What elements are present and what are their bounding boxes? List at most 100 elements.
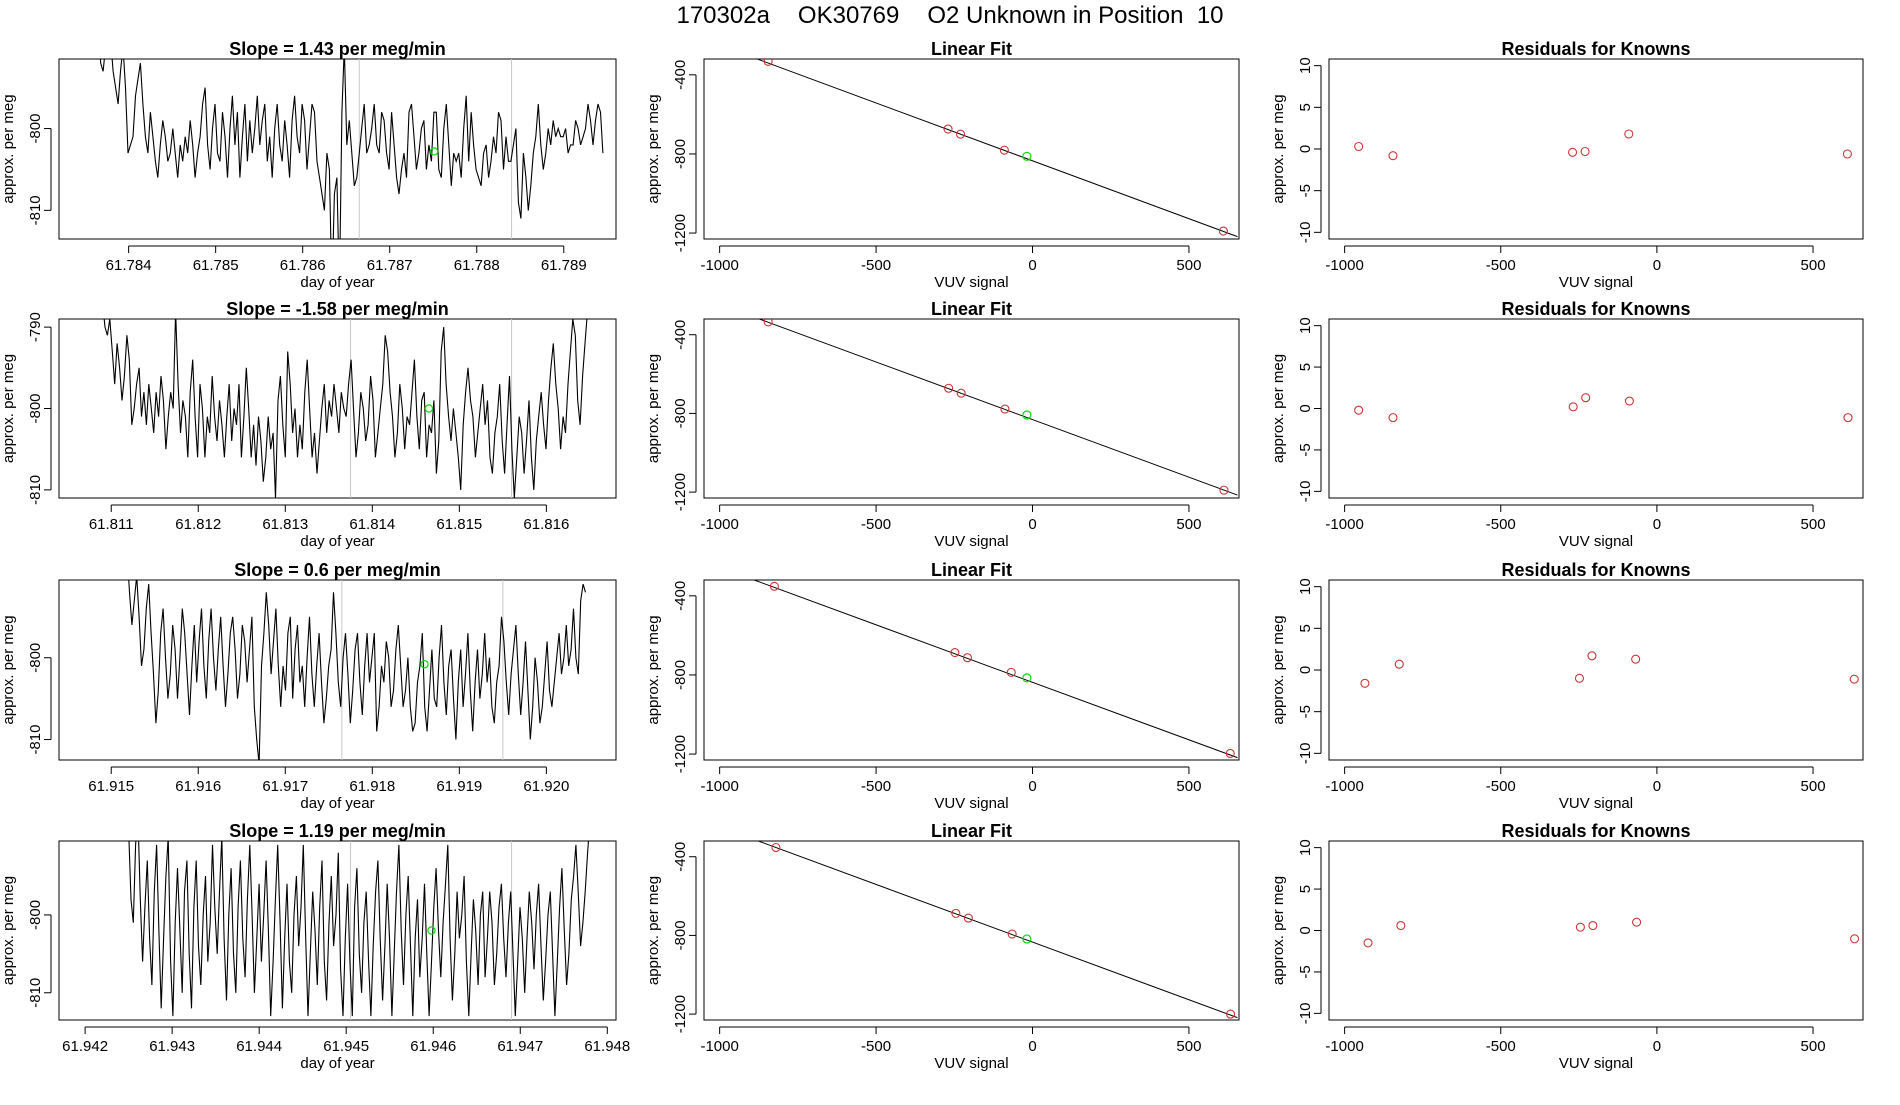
panel-title: Residuals for Knowns [1501, 821, 1690, 841]
plot-area [730, 45, 1238, 238]
plot-frame [703, 840, 1240, 1021]
unknown-point [1022, 410, 1032, 420]
y-axis-label: approx. per meg [1270, 876, 1287, 985]
x-tick-label: -1000 [700, 257, 738, 274]
x-axis-label: day of year [300, 533, 374, 550]
residual-point [1587, 651, 1597, 661]
plot-area [128, 841, 590, 1020]
residual-point [1588, 920, 1598, 931]
panel-title: Linear Fit [931, 299, 1012, 319]
x-axis-label: day of year [300, 1055, 374, 1072]
plot-area [1354, 393, 1853, 423]
residual-point [1575, 922, 1585, 932]
known-point [962, 653, 972, 663]
x-tick-label: 500 [1176, 257, 1201, 274]
panel-title: Slope = 1.43 per meg/min [229, 39, 446, 59]
x-tick-label: 500 [1801, 516, 1826, 533]
plot-area [1363, 917, 1860, 948]
known-point [999, 145, 1009, 155]
run-description: O2 Unknown in Position 10 [927, 2, 1224, 29]
x-axis-label: VUV signal [1559, 795, 1633, 812]
y-tick-label: 0 [1297, 145, 1314, 153]
y-axis-label: approx. per meg [0, 354, 17, 463]
residual-point [1396, 920, 1406, 931]
residual-point [1632, 917, 1642, 927]
linear-fit-panel-row-2: Linear Fit -1000 -500 0 500 VUV signal -400 -80… [645, 299, 1240, 550]
y-tick-label: -810 [27, 978, 44, 1008]
x-tick-label: -500 [1486, 1038, 1516, 1055]
x-axis-label: day of year [300, 274, 374, 291]
x-tick-label: -500 [861, 778, 891, 795]
unknown-point [429, 147, 439, 156]
x-tick-label: 0 [1653, 1038, 1661, 1055]
residual-point [1843, 413, 1853, 423]
residual-point [1568, 402, 1578, 412]
y-tick-label: -5 [1297, 965, 1314, 978]
x-tick-label: 61.946 [410, 1038, 456, 1055]
known-point [1225, 748, 1235, 759]
residual-point [1624, 396, 1634, 406]
y-tick-label: 10 [1297, 839, 1314, 856]
residual-point [1568, 147, 1578, 157]
x-tick-label: -500 [1486, 778, 1516, 795]
x-tick-label: 500 [1801, 1038, 1826, 1055]
y-tick-label: -1200 [672, 473, 689, 511]
x-tick-label: 61.917 [262, 778, 308, 795]
x-tick-label: 61.814 [349, 516, 395, 533]
y-tick-label: 0 [1297, 926, 1314, 934]
y-tick-label: 10 [1297, 57, 1314, 74]
x-tick-label: 61.919 [436, 778, 482, 795]
known-point [736, 569, 744, 577]
time-series-panel-row-1: Slope = 1.43 per meg/min 61.784 61.785 61.7… [0, 39, 617, 291]
known-point [771, 842, 781, 853]
y-tick-label: -800 [672, 920, 689, 950]
x-axis-label: VUV signal [1559, 533, 1633, 550]
time-series-line [103, 319, 590, 498]
residual-point [1842, 149, 1852, 159]
residual-point [1580, 146, 1590, 157]
y-tick-label: -1200 [672, 214, 689, 252]
plot-frame [703, 579, 1240, 761]
fit-line [756, 841, 1238, 1019]
known-point [730, 305, 738, 313]
linear-fit-panel-row-4: Linear Fit -1000 -500 0 500 VUV signal -400 -80… [645, 821, 1240, 1072]
x-tick-label: 61.947 [497, 1038, 543, 1055]
known-point [1219, 485, 1229, 495]
plot-area [736, 569, 1238, 759]
y-axis-label: approx. per meg [1270, 615, 1287, 724]
residual-point [1581, 393, 1591, 403]
linear-fit-panel-row-3: Linear Fit -1000 -500 0 500 VUV signal -400 -80… [645, 560, 1240, 812]
y-tick-label: -800 [27, 114, 44, 144]
x-tick-label: 500 [1801, 257, 1826, 274]
unknown-point [1022, 151, 1032, 161]
x-tick-label: 61.784 [106, 257, 152, 274]
x-tick-label: 61.948 [584, 1038, 630, 1055]
x-tick-label: 0 [1028, 516, 1036, 533]
plot-area [1354, 129, 1852, 161]
time-series-panel-row-3: Slope = 0.6 per meg/min 61.915 61.916 61.91… [0, 560, 617, 812]
y-tick-label: -800 [672, 139, 689, 169]
known-point [963, 913, 973, 923]
x-tick-label: -1000 [1325, 257, 1363, 274]
fit-line [755, 59, 1238, 238]
residual-point [1631, 654, 1641, 664]
y-axis-label: approx. per meg [645, 615, 662, 724]
plot-frame [1328, 840, 1864, 1021]
known-point [730, 45, 738, 53]
x-tick-label: 500 [1176, 516, 1201, 533]
unknown-point [427, 926, 436, 935]
plot-area [128, 580, 587, 760]
panel-title: Slope = 1.19 per meg/min [229, 821, 446, 841]
y-tick-label: 5 [1297, 885, 1314, 893]
x-tick-label: 61.944 [236, 1038, 282, 1055]
panel-title: Residuals for Knowns [1501, 299, 1690, 319]
x-tick-label: -1000 [700, 778, 738, 795]
known-point [763, 59, 773, 66]
y-axis-label: approx. per meg [0, 876, 17, 985]
y-axis-label: approx. per meg [0, 94, 17, 203]
known-point [1006, 667, 1016, 677]
known-point [769, 581, 779, 591]
x-tick-label: -500 [861, 516, 891, 533]
x-tick-label: -1000 [700, 516, 738, 533]
